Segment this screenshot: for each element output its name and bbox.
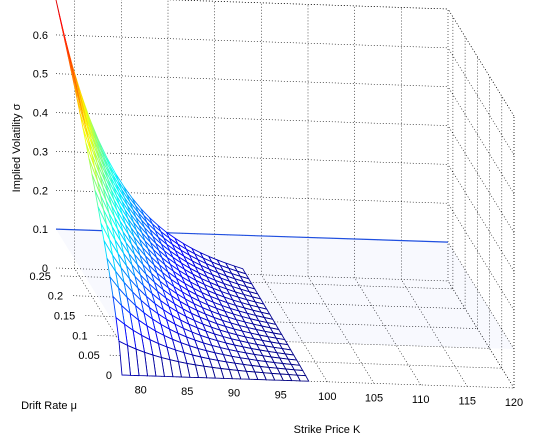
z-tick-label: 0.6 [33, 30, 48, 42]
grid-line [55, 34, 449, 49]
y-tick-label: 0.2 [48, 291, 63, 303]
z-tick-label: 0.3 [33, 146, 48, 158]
box-edge [167, 0, 449, 10]
volatility-surface [55, 0, 310, 382]
y-tick-label: 0.15 [54, 311, 75, 323]
x-axis-label: Strike Price K [294, 424, 361, 436]
z-tick-label: 0.5 [33, 69, 48, 81]
x-tick-label: 80 [135, 385, 147, 397]
grid-line [447, 164, 515, 272]
z-tick-label: 0.7 [33, 0, 48, 3]
y-tick-label: 0.05 [78, 350, 99, 362]
x-tick-label: 115 [459, 396, 477, 408]
z-axis-label: Implied Volatility σ [11, 103, 23, 192]
y-tick-label: 0.1 [72, 330, 87, 342]
x-tick-label: 85 [181, 386, 193, 398]
z-tick-label: 0 [42, 263, 48, 275]
grid-line [55, 73, 449, 87]
x-tick-label: 90 [228, 388, 240, 400]
grid-line [447, 47, 515, 156]
x-tick-label: 95 [275, 389, 287, 401]
z-tick-label: 0.4 [33, 108, 48, 120]
x-tick-label: 100 [318, 391, 336, 403]
x-tick-label: 120 [505, 397, 523, 409]
y-tick-label: 0 [106, 370, 112, 382]
grid-line [55, 112, 449, 126]
box-edge [447, 8, 515, 117]
grid-line [167, 0, 449, 10]
axis-ticks: 80 85 90 95 100 105 110 115 120 0 0.05 0.1 0.15 0.2 0.… [29, 0, 523, 409]
surface-cell [118, 340, 131, 376]
grid-line [447, 125, 515, 233]
z-tick-label: 0.1 [33, 224, 48, 236]
grid-line [55, 151, 449, 165]
z-tick-label: 0.2 [33, 185, 48, 197]
x-tick-label: 110 [412, 394, 430, 406]
grid-line [447, 86, 515, 194]
y-tick-label: 0.25 [29, 271, 50, 283]
x-tick-label: 105 [365, 392, 383, 404]
y-axis-label: Drift Rate μ [21, 400, 77, 412]
back-grid [55, 0, 515, 389]
